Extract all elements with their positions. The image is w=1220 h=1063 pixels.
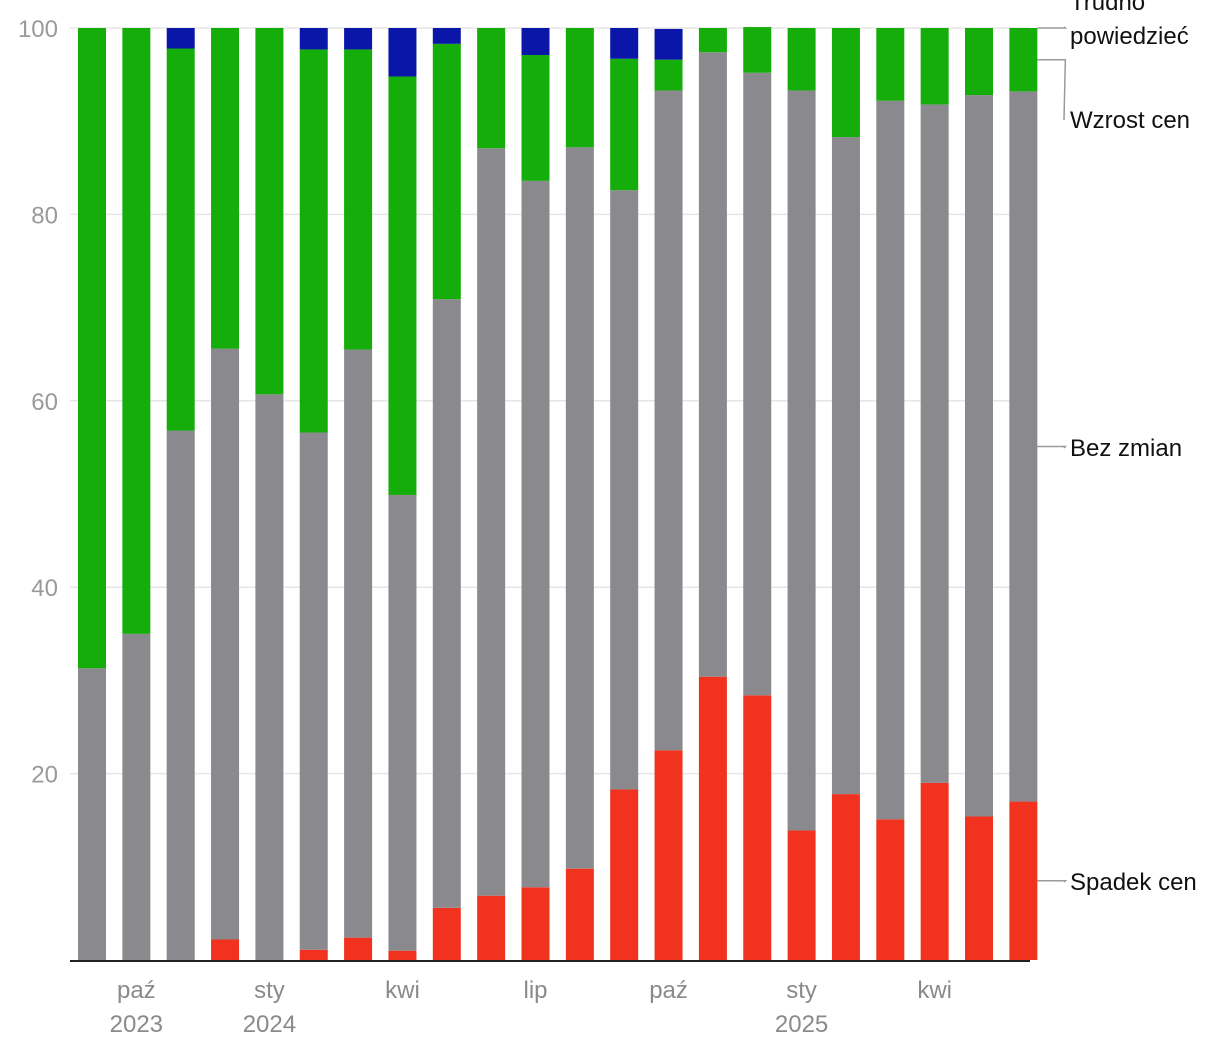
bar-segment — [920, 28, 949, 105]
legend-label: Wzrost cen — [1070, 107, 1190, 134]
bar-segment — [255, 28, 284, 395]
y-tick-label: 60 — [31, 389, 58, 416]
bar-segment — [432, 28, 461, 44]
x-tick-year-label: 2024 — [243, 1011, 296, 1038]
bar-segment — [211, 28, 240, 349]
legend-label: Spadek cen — [1070, 869, 1197, 896]
bar-segment — [122, 28, 151, 634]
bar-segment — [521, 28, 550, 56]
bar-segment — [122, 633, 151, 960]
bar-segment — [255, 394, 284, 960]
bar-segment — [831, 28, 860, 138]
x-tick-label: kwi — [385, 977, 420, 1004]
bar-segment — [521, 887, 550, 960]
bar-segment — [610, 789, 639, 960]
bar-segment — [743, 695, 772, 960]
bar-segment — [388, 950, 417, 960]
bar-segment — [698, 28, 727, 53]
x-tick-label: kwi — [917, 977, 952, 1004]
bar-segment — [521, 180, 550, 888]
x-tick-label: lip — [523, 977, 547, 1004]
bar-segment — [610, 58, 639, 191]
legend-leader-line — [1037, 445, 1068, 449]
x-tick-year-label: 2023 — [110, 1011, 163, 1038]
bar-segment — [698, 676, 727, 960]
bar-segment — [299, 28, 328, 50]
bar-segment — [477, 28, 506, 149]
bar-segment — [211, 939, 240, 960]
bar-segment — [299, 49, 328, 433]
y-tick-label: 20 — [31, 762, 58, 789]
x-tick-year-label: 2025 — [775, 1011, 828, 1038]
bar-segment — [477, 148, 506, 896]
bar-segment — [920, 782, 949, 960]
bar-segment — [1009, 91, 1038, 802]
bar-segment — [654, 59, 683, 91]
bar-segment — [1009, 28, 1038, 92]
bar-segment — [388, 76, 417, 495]
bar-segment — [78, 28, 106, 669]
bar-segment — [876, 28, 905, 101]
bar-segment — [610, 28, 639, 59]
bar-segment — [965, 28, 993, 96]
legend-leader-line — [1037, 58, 1067, 121]
legend-leader-line — [1037, 26, 1068, 29]
bar-segment — [299, 432, 328, 950]
legend-leader-line — [1037, 880, 1068, 883]
bar-segment — [787, 90, 816, 831]
bar-segment — [610, 190, 639, 790]
bar-segment — [743, 27, 772, 73]
bar-segment — [831, 137, 860, 795]
bar-segment — [211, 348, 240, 940]
bar-segment — [388, 494, 417, 951]
bar-segment — [344, 937, 373, 960]
bar-segment — [654, 90, 683, 751]
bar-segment — [388, 28, 417, 77]
bar-segment — [477, 895, 506, 960]
bar-segment — [743, 72, 772, 696]
bar-segment — [166, 48, 195, 431]
bar-segment — [432, 43, 461, 300]
bar-segment — [787, 28, 816, 91]
x-tick-label: sty — [254, 977, 285, 1004]
bar-segment — [920, 104, 949, 783]
bar-segment — [166, 430, 195, 960]
y-tick-label: 40 — [31, 575, 58, 602]
bar-segment — [565, 28, 594, 148]
bar-segment — [565, 147, 594, 869]
bar-segment — [965, 95, 993, 817]
bar-segment — [521, 55, 550, 181]
bar-segment — [965, 816, 993, 960]
y-tick-label: 100 — [18, 16, 58, 43]
bar-segment — [876, 819, 905, 960]
bar-segment — [831, 794, 860, 960]
bar-segment — [344, 28, 373, 50]
bar-segment — [787, 830, 816, 960]
bar-segment — [432, 299, 461, 908]
bar-segment — [654, 750, 683, 960]
x-tick-label: sty — [786, 977, 817, 1004]
legend-label: Trudno — [1070, 0, 1145, 16]
bar-segment — [344, 49, 373, 350]
bar-segment — [1009, 801, 1038, 960]
bar-segment — [78, 668, 106, 960]
bar-segment — [344, 349, 373, 938]
x-tick-label: paź — [117, 977, 156, 1004]
legend-label-line2: powiedzieć — [1070, 23, 1189, 50]
bar-segment — [299, 949, 328, 960]
bar-segment — [432, 907, 461, 960]
y-tick-label: 80 — [31, 202, 58, 229]
bar-segment — [565, 868, 594, 960]
bar-segment — [698, 52, 727, 677]
legend-label: Bez zmian — [1070, 435, 1182, 462]
bar-segment — [876, 100, 905, 820]
x-tick-label: paź — [649, 977, 688, 1004]
bar-segment — [654, 28, 683, 60]
bar-segment — [166, 28, 195, 49]
